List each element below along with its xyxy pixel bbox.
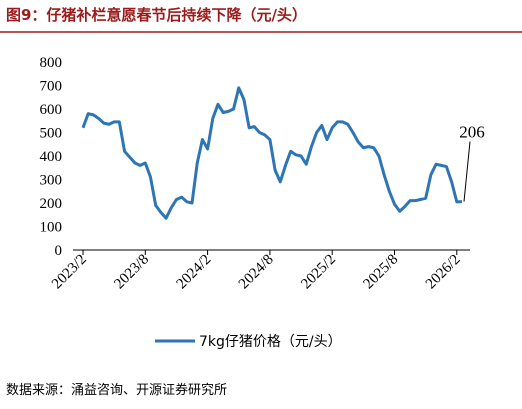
y-tick-label: 500 — [40, 126, 63, 142]
y-tick-label: 800 — [40, 55, 63, 71]
legend-label: 7kg仔猪价格（元/头） — [199, 334, 342, 350]
y-tick-label: 100 — [40, 220, 63, 236]
series-line — [81, 86, 463, 220]
x-tick-label: 2025/8 — [361, 252, 402, 293]
y-tick-label: 0 — [55, 243, 63, 259]
x-tick-label: 2024/2 — [174, 252, 215, 293]
y-tick-label: 600 — [40, 102, 63, 118]
label-leader — [463, 141, 471, 202]
source-note: 数据来源：涌益咨询、开源证券研究所 — [6, 382, 227, 398]
value-label: 206 — [459, 123, 485, 142]
y-tick-label: 400 — [40, 149, 63, 165]
y-tick-label: 700 — [40, 79, 63, 95]
chart-title: 图9：仔猪补栏意愿春节后持续下降（元/头） — [6, 6, 307, 24]
y-tick-label: 200 — [40, 196, 63, 212]
x-tick-label: 2026/2 — [423, 252, 464, 293]
y-tick-label: 300 — [40, 173, 63, 189]
x-tick-label: 2023/8 — [111, 252, 152, 293]
x-tick-label: 2025/2 — [298, 252, 339, 293]
x-tick-label: 2024/8 — [236, 252, 277, 293]
